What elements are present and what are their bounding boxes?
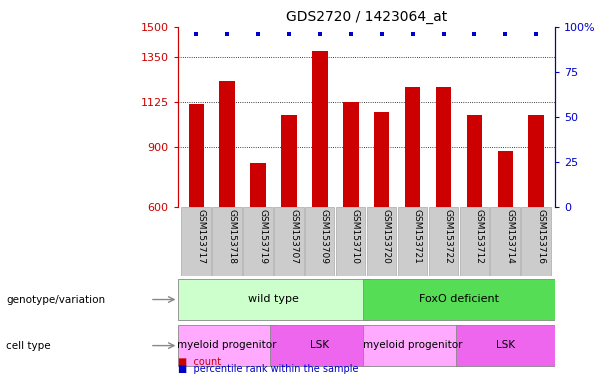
Bar: [398, 207, 427, 276]
Bar: [363, 279, 555, 320]
Bar: [212, 207, 242, 276]
Bar: [243, 207, 273, 276]
Bar: [189, 104, 204, 207]
Bar: [343, 102, 359, 207]
Text: ■  percentile rank within the sample: ■ percentile rank within the sample: [178, 364, 358, 374]
Text: wild type: wild type: [248, 294, 299, 304]
Text: GSM153722: GSM153722: [444, 209, 452, 264]
Bar: [363, 325, 462, 366]
Bar: [374, 112, 389, 207]
Text: GSM153710: GSM153710: [351, 209, 360, 265]
Bar: [436, 87, 451, 207]
Text: GSM153716: GSM153716: [536, 209, 545, 265]
Bar: [528, 115, 544, 207]
Text: GSM153717: GSM153717: [196, 209, 205, 265]
Text: cell type: cell type: [6, 341, 51, 351]
Text: GSM153721: GSM153721: [413, 209, 422, 264]
Text: GSM153718: GSM153718: [227, 209, 236, 265]
Bar: [305, 207, 335, 276]
Text: genotype/variation: genotype/variation: [6, 295, 105, 305]
Bar: [270, 325, 370, 366]
Text: ■  count: ■ count: [178, 358, 221, 367]
Text: GSM153719: GSM153719: [258, 209, 267, 265]
Text: GSM153720: GSM153720: [382, 209, 390, 264]
Text: LSK: LSK: [496, 340, 515, 350]
Bar: [428, 207, 458, 276]
Bar: [522, 207, 550, 276]
Text: myeloid progenitor: myeloid progenitor: [177, 340, 277, 350]
Text: GSM153714: GSM153714: [505, 209, 514, 264]
Title: GDS2720 / 1423064_at: GDS2720 / 1423064_at: [286, 10, 447, 25]
Bar: [178, 279, 370, 320]
Bar: [490, 207, 520, 276]
Text: FoxO deficient: FoxO deficient: [419, 294, 499, 304]
Bar: [312, 51, 327, 207]
Text: myeloid progenitor: myeloid progenitor: [363, 340, 462, 350]
Bar: [405, 87, 421, 207]
Text: LSK: LSK: [310, 340, 329, 350]
Text: GSM153709: GSM153709: [320, 209, 329, 265]
Bar: [178, 325, 276, 366]
Bar: [281, 115, 297, 207]
Bar: [367, 207, 396, 276]
Text: GSM153712: GSM153712: [474, 209, 484, 264]
Bar: [219, 81, 235, 207]
Bar: [460, 207, 489, 276]
Text: GSM153707: GSM153707: [289, 209, 298, 265]
Bar: [466, 115, 482, 207]
Bar: [181, 207, 211, 276]
Bar: [274, 207, 303, 276]
Bar: [498, 151, 513, 207]
Bar: [250, 163, 266, 207]
Bar: [456, 325, 555, 366]
Bar: [336, 207, 365, 276]
